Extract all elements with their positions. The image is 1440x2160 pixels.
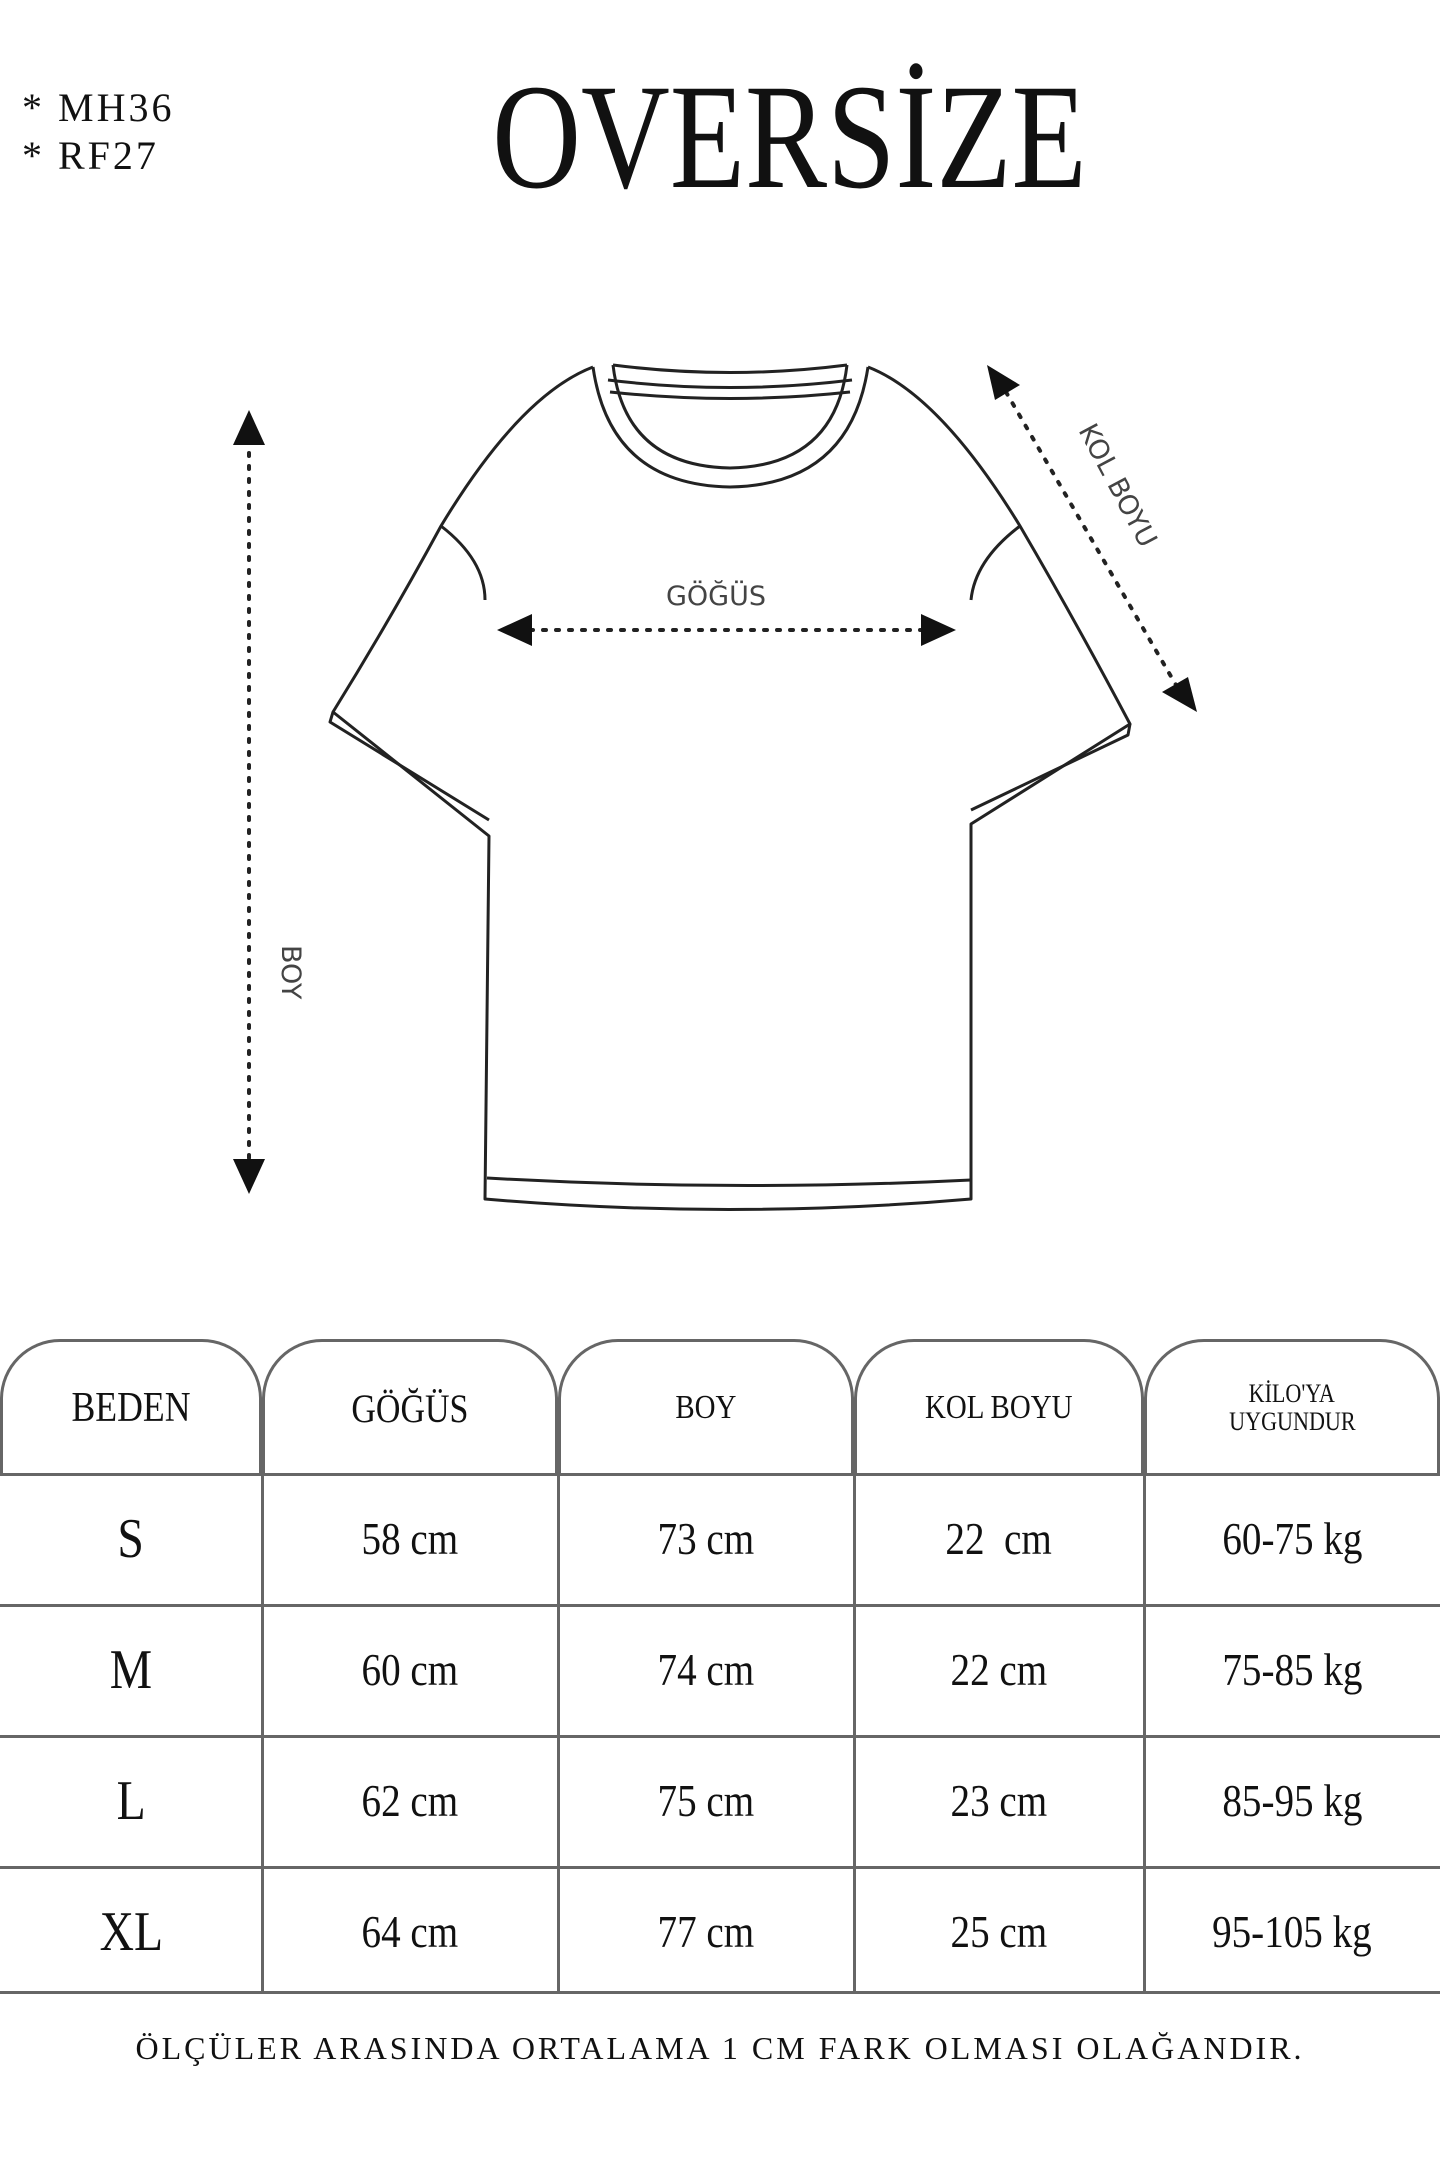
value-cell: 58 cm bbox=[361, 1513, 459, 1564]
header-kilo: KİLO'YA UYGUNDUR bbox=[1144, 1339, 1440, 1474]
size-cell: S bbox=[117, 1507, 145, 1570]
sleeve-label: KOL BOYU bbox=[1072, 419, 1163, 553]
arrow-up-icon bbox=[233, 410, 265, 445]
header-beden: BEDEN bbox=[0, 1339, 262, 1474]
value-cell: 22 cm bbox=[950, 1644, 1048, 1695]
value-cell: 25 cm bbox=[950, 1906, 1048, 1957]
value-cell: 62 cm bbox=[361, 1775, 459, 1826]
value-cell: 64 cm bbox=[361, 1906, 459, 1957]
product-codes: * MH36 * RF27 bbox=[22, 84, 174, 180]
arrow-up-left-icon bbox=[987, 365, 1020, 400]
header-gogus: GÖĞÜS bbox=[262, 1339, 558, 1474]
size-cell: M bbox=[109, 1638, 153, 1701]
row-divider bbox=[0, 1735, 1440, 1738]
value-cell: 73 cm bbox=[657, 1513, 755, 1564]
value-cell: 75 cm bbox=[657, 1775, 755, 1826]
header-kol-boyu: KOL BOYU bbox=[854, 1339, 1144, 1474]
sleeve-arrow bbox=[987, 365, 1197, 712]
value-cell: 60 cm bbox=[361, 1644, 459, 1695]
value-cell: 95-105 kg bbox=[1212, 1906, 1372, 1957]
col-divider bbox=[557, 1473, 560, 1994]
row-divider bbox=[0, 1866, 1440, 1869]
code-line: * MH36 bbox=[22, 85, 175, 130]
value-cell: 85-95 kg bbox=[1221, 1775, 1363, 1826]
size-cell: XL bbox=[99, 1900, 163, 1963]
code-line: * RF27 bbox=[22, 133, 159, 178]
row-divider bbox=[0, 1473, 1440, 1476]
col-divider bbox=[261, 1473, 264, 1994]
size-table: BEDEN GÖĞÜS BOY KOL BOYU KİLO'YA UYGUNDUR… bbox=[0, 1339, 1440, 1994]
value-cell: 60-75 kg bbox=[1221, 1513, 1363, 1564]
arrow-right-icon bbox=[921, 614, 956, 646]
value-cell: 23 cm bbox=[950, 1775, 1048, 1826]
arrow-down-right-icon bbox=[1162, 677, 1197, 712]
tshirt-outline bbox=[328, 363, 1132, 1211]
arrow-left-icon bbox=[497, 614, 532, 646]
footer-note: ÖLÇÜLER ARASINDA ORTALAMA 1 CM FARK OLMA… bbox=[135, 2030, 1305, 2066]
size-cell: L bbox=[116, 1769, 146, 1832]
value-cell: 74 cm bbox=[657, 1644, 755, 1695]
chest-arrow bbox=[497, 614, 956, 646]
chest-label: GÖĞÜS bbox=[666, 580, 766, 612]
length-arrow bbox=[233, 410, 265, 1194]
col-divider bbox=[1143, 1473, 1146, 1994]
header-boy: BOY bbox=[558, 1339, 854, 1474]
value-cell: 77 cm bbox=[657, 1906, 755, 1957]
value-cell: 75-85 kg bbox=[1221, 1644, 1363, 1695]
col-divider bbox=[853, 1473, 856, 1994]
value-cell: 22 cm bbox=[945, 1513, 1053, 1564]
row-divider bbox=[0, 1604, 1440, 1607]
length-label: BOY bbox=[275, 945, 306, 1000]
arrow-down-icon bbox=[233, 1159, 265, 1194]
tshirt-diagram: BOY GÖĞÜS KOL BOYU bbox=[233, 363, 1197, 1211]
row-divider bbox=[0, 1991, 1440, 1994]
